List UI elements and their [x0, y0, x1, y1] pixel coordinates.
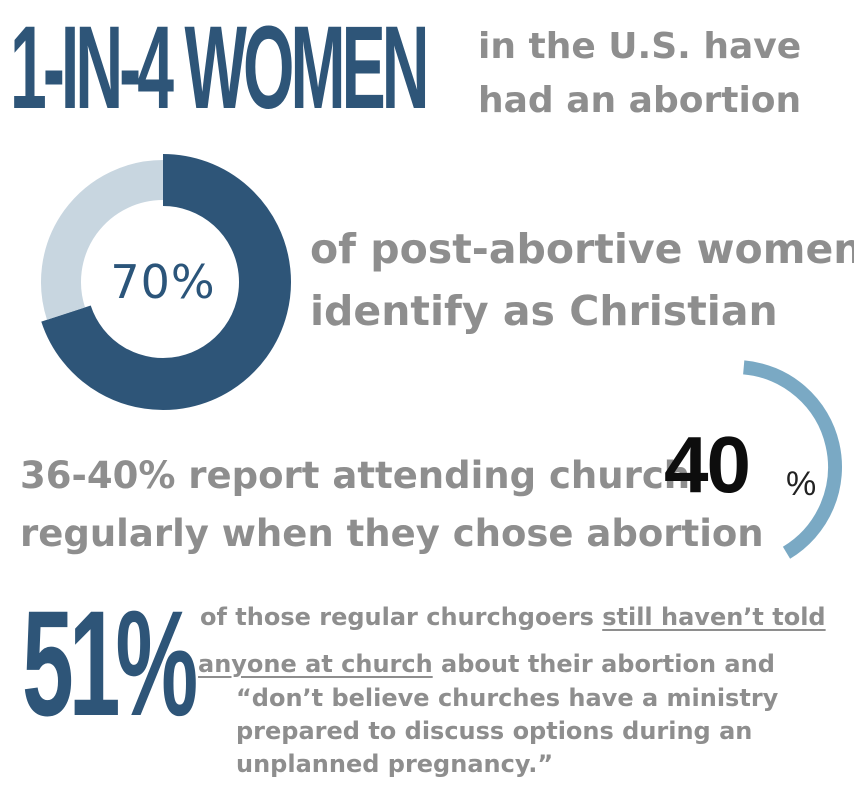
- told-stat-line3: “don’t believe churches have a ministry: [236, 684, 779, 712]
- progress-arc-segment: [743, 360, 842, 559]
- progress-arc-40: [743, 360, 842, 559]
- told-stat-line5: unplanned pregnancy.”: [236, 750, 554, 778]
- told-stat-line2: anyone at church about their abortion an…: [198, 649, 775, 679]
- told-stat-line2-plain: about their abortion and: [432, 650, 775, 678]
- donut-center-label: 70%: [110, 255, 216, 309]
- church-stat-line1: 36-40% report attending church: [20, 454, 691, 497]
- told-stat-line1-plain: of those regular churchgoers: [200, 603, 603, 631]
- told-stat-line4: prepared to discuss options during an: [236, 717, 753, 745]
- headline-subtitle-line2: had an abortion: [478, 80, 802, 121]
- christian-stat-text: of post-abortive women identify as Chris…: [310, 218, 854, 342]
- headline-big: 1-IN-4 WOMEN: [10, 2, 429, 134]
- donut-chart-70: [41, 154, 291, 410]
- told-stat-line1-underlined: still haven’t told: [602, 603, 826, 631]
- church-stat-text: 36-40% report attending church regularly…: [20, 447, 764, 563]
- told-stat-line2-underlined: anyone at church: [198, 650, 433, 678]
- big-51-percent: 51%: [22, 579, 198, 747]
- told-stat-line1: of those regular churchgoers still haven…: [200, 602, 826, 632]
- christian-stat-line1: of post-abortive women: [310, 225, 854, 273]
- headline-subtitle-line1: in the U.S. have: [478, 26, 802, 67]
- donut-slice-christian: [41, 154, 291, 410]
- big-40-percent-sign: %: [786, 465, 817, 503]
- church-stat-line2: regularly when they chose abortion: [20, 512, 764, 555]
- christian-stat-line2: identify as Christian: [310, 287, 778, 335]
- big-40-number: 40: [664, 420, 751, 509]
- headline-subtitle: in the U.S. have had an abortion: [478, 20, 838, 128]
- donut-slice-other: [41, 160, 164, 320]
